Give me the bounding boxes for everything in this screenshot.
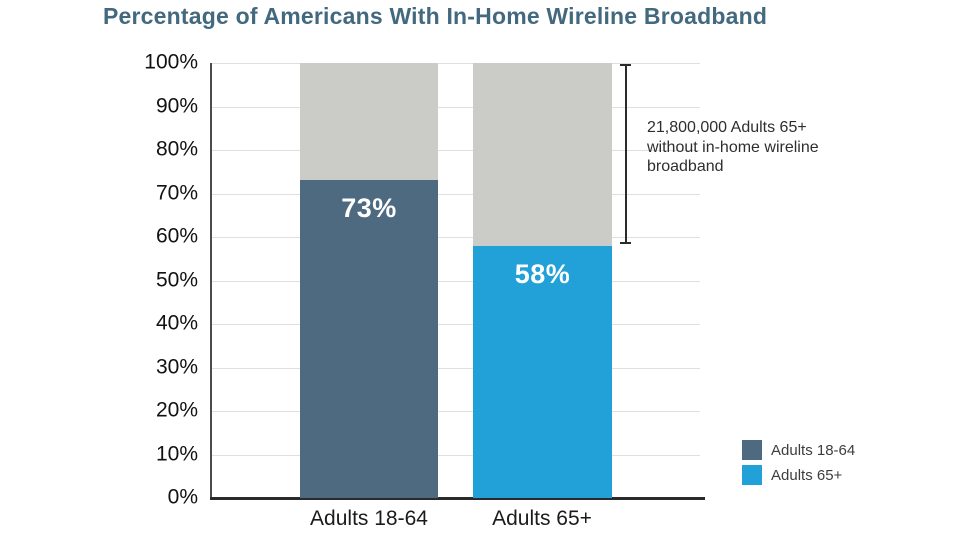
legend-swatch-adults-65-plus bbox=[742, 465, 762, 485]
gridline bbox=[211, 193, 700, 195]
bar-value-label: 58% bbox=[514, 258, 571, 289]
gridline bbox=[211, 324, 700, 325]
bar-remainder-segment bbox=[473, 63, 612, 246]
legend-label: Adults 65+ bbox=[771, 466, 843, 484]
annotation-text: 21,800,000 Adults 65+ without in-home wi… bbox=[647, 119, 819, 176]
y-axis-tick-label: 30% bbox=[155, 355, 198, 379]
legend-item-adults-65-plus: Adults 65+ bbox=[742, 465, 855, 485]
y-axis-tick-label: 90% bbox=[155, 94, 198, 118]
y-axis-tick-label: 0% bbox=[167, 485, 198, 509]
x-axis-label-adults-18-64: Adults 18-64 bbox=[310, 507, 428, 530]
bar-remainder-segment bbox=[300, 63, 438, 181]
x-axis-line bbox=[210, 497, 705, 500]
plot-area: 0% 10% 20% 30% 40% 50% 60% 70% 80% 90% 100% 73% 58… bbox=[144, 51, 818, 530]
y-axis-tick-label: 40% bbox=[155, 311, 198, 335]
bar-adults-65-plus: 58% bbox=[473, 63, 612, 498]
y-axis-line bbox=[210, 63, 212, 498]
gridline bbox=[211, 150, 700, 151]
bar-value-segment: 58% bbox=[473, 245, 612, 498]
legend-label: Adults 18-64 bbox=[771, 441, 856, 459]
annotation-bracket-bottom-cap bbox=[620, 241, 631, 244]
y-axis-tick-label: 20% bbox=[155, 398, 198, 422]
legend: Adults 18-64 Adults 65+ bbox=[742, 440, 855, 490]
gridline bbox=[211, 367, 700, 369]
bar-value-label: 73% bbox=[341, 193, 397, 224]
chart-title: Percentage of Americans With In-Home Wir… bbox=[103, 3, 768, 29]
bar-adults-18-64: 73% bbox=[300, 63, 438, 498]
gridline bbox=[211, 106, 700, 108]
y-axis-tick-label: 60% bbox=[155, 224, 198, 248]
y-axis-tick-label: 70% bbox=[155, 181, 198, 205]
gridline bbox=[211, 237, 700, 238]
y-axis-tick-label: 80% bbox=[155, 137, 198, 161]
gridline bbox=[211, 411, 700, 412]
annotation-bracket-line bbox=[625, 65, 627, 243]
y-axis-tick-label: 10% bbox=[155, 442, 198, 466]
y-axis-tick-label: 50% bbox=[155, 268, 198, 292]
bar-value-segment: 73% bbox=[300, 180, 438, 498]
x-axis-label-adults-65-plus: Adults 65+ bbox=[492, 507, 592, 530]
gridline bbox=[211, 280, 700, 282]
legend-item-adults-18-64: Adults 18-64 bbox=[742, 440, 855, 460]
legend-swatch-adults-18-64 bbox=[742, 440, 762, 460]
annotation-bracket-top-cap bbox=[620, 64, 631, 66]
gridline bbox=[211, 63, 700, 64]
y-axis-tick-label: 100% bbox=[144, 50, 198, 74]
gridline bbox=[211, 454, 700, 456]
